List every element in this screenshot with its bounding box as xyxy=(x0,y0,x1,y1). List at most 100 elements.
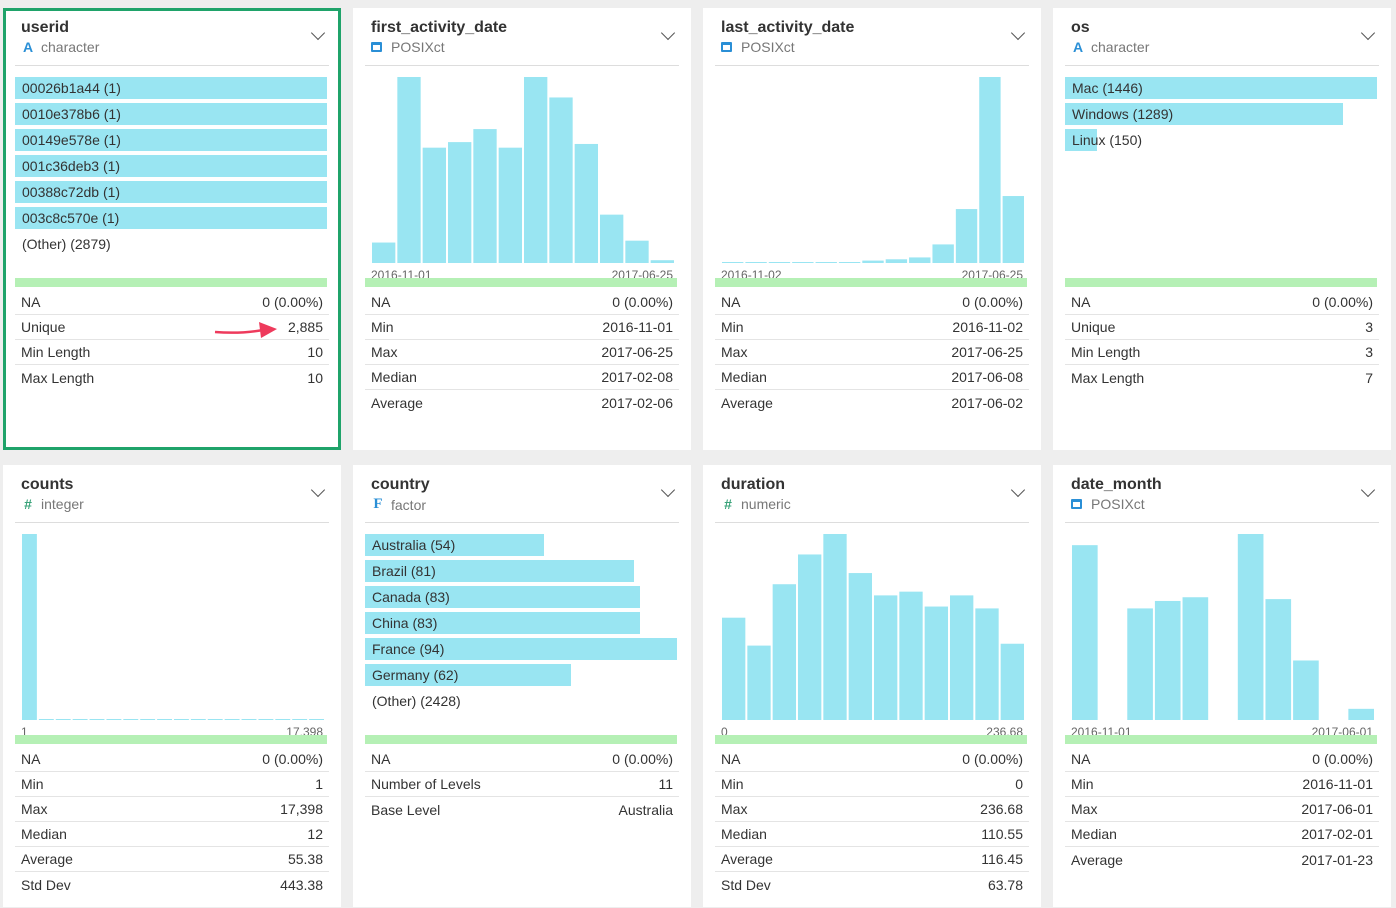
histogram-bar[interactable] xyxy=(955,209,978,263)
list-item[interactable]: Mac (1446) xyxy=(1065,77,1377,99)
histogram-bar[interactable] xyxy=(768,262,791,263)
column-card-counts[interactable]: counts # integer 1 17,398 NA 0 (0.00%) Min 1 Max 1… xyxy=(3,465,341,907)
histogram-bar[interactable] xyxy=(140,719,156,720)
histogram-bar[interactable] xyxy=(823,534,847,720)
list-item[interactable]: Germany (62) xyxy=(365,664,677,686)
list-item[interactable]: 003c8c570e (1) xyxy=(15,207,327,229)
histogram-bar[interactable] xyxy=(190,719,206,720)
column-card-first_activity_date[interactable]: first_activity_date POSIXct 2016-11-01 2017… xyxy=(353,8,691,450)
histogram-bar[interactable] xyxy=(792,262,814,263)
histogram-bar[interactable] xyxy=(123,719,139,720)
histogram-bar[interactable] xyxy=(1127,608,1153,720)
histogram-bar[interactable] xyxy=(815,262,837,263)
list-item[interactable]: China (83) xyxy=(365,612,677,634)
histogram-bar[interactable] xyxy=(1237,534,1264,720)
histogram-bar[interactable] xyxy=(1182,597,1209,720)
histogram-bar[interactable] xyxy=(473,129,497,263)
histogram-bar[interactable] xyxy=(207,719,223,720)
histogram-bar[interactable] xyxy=(1154,600,1181,720)
list-item-label: 00149e578e (1) xyxy=(22,132,121,148)
histogram-bar[interactable] xyxy=(549,97,573,264)
histogram-bar[interactable] xyxy=(174,719,189,720)
histogram-bar[interactable] xyxy=(722,617,746,720)
chevron-down-icon[interactable] xyxy=(310,25,326,41)
list-item[interactable]: 0010e378b6 (1) xyxy=(15,103,327,125)
histogram-bar[interactable] xyxy=(1002,196,1024,263)
stat-label: Max xyxy=(1071,801,1098,817)
histogram-bar[interactable] xyxy=(950,595,974,720)
histogram-bar[interactable] xyxy=(874,595,898,720)
histogram-bar[interactable] xyxy=(772,584,796,720)
chevron-down-icon[interactable] xyxy=(660,25,676,41)
histogram-bar[interactable] xyxy=(862,260,884,263)
histogram-bar[interactable] xyxy=(157,719,172,720)
histogram-bar[interactable] xyxy=(89,719,105,720)
list-item[interactable]: Australia (54) xyxy=(365,534,677,556)
histogram-bar[interactable] xyxy=(292,719,308,720)
histogram-bar[interactable] xyxy=(72,719,88,720)
histogram-bar[interactable] xyxy=(372,242,396,263)
list-item[interactable]: 00149e578e (1) xyxy=(15,129,327,151)
chevron-down-icon[interactable] xyxy=(310,482,326,498)
histogram-bar[interactable] xyxy=(1265,599,1292,720)
stat-label: Average xyxy=(1071,851,1123,868)
histogram-bar[interactable] xyxy=(22,534,37,720)
histogram-bar[interactable] xyxy=(1348,708,1374,720)
histogram-bar[interactable] xyxy=(422,147,446,263)
chevron-down-icon[interactable] xyxy=(1360,482,1376,498)
list-item[interactable]: 001c36deb3 (1) xyxy=(15,155,327,177)
histogram-bar[interactable] xyxy=(448,142,472,263)
histogram-bar[interactable] xyxy=(524,77,548,263)
histogram-bar[interactable] xyxy=(722,262,744,263)
histogram-bar[interactable] xyxy=(650,260,674,263)
histogram-bar[interactable] xyxy=(975,608,999,720)
list-item[interactable]: 00026b1a44 (1) xyxy=(15,77,327,99)
histogram-bar[interactable] xyxy=(258,719,274,720)
histogram-bar[interactable] xyxy=(1293,660,1319,720)
histogram-bar[interactable] xyxy=(798,554,822,720)
header-divider xyxy=(1065,522,1379,523)
histogram-bar[interactable] xyxy=(838,262,861,263)
histogram-bar[interactable] xyxy=(899,591,923,720)
histogram-bar[interactable] xyxy=(909,257,931,263)
histogram-bar[interactable] xyxy=(275,719,291,720)
histogram-bar[interactable] xyxy=(1072,545,1098,720)
histogram-bar[interactable] xyxy=(224,719,240,720)
histogram-bar[interactable] xyxy=(1000,643,1024,720)
histogram-bar[interactable] xyxy=(106,719,122,720)
histogram-bar[interactable] xyxy=(309,719,324,720)
histogram-bar[interactable] xyxy=(745,262,767,263)
chevron-down-icon[interactable] xyxy=(1010,482,1026,498)
column-name: first_activity_date xyxy=(371,19,508,36)
list-item[interactable]: Brazil (81) xyxy=(365,560,677,582)
histogram-bar[interactable] xyxy=(241,719,257,720)
column-card-last_activity_date[interactable]: last_activity_date POSIXct 2016-11-02 2017-… xyxy=(703,8,1041,450)
histogram-bar[interactable] xyxy=(625,240,649,263)
column-card-date_month[interactable]: date_month POSIXct 2016-11-01 2017-06-01 NA 0… xyxy=(1053,465,1391,907)
histogram-bar[interactable] xyxy=(932,244,954,263)
histogram-bar[interactable] xyxy=(848,573,872,720)
chevron-down-icon[interactable] xyxy=(1360,25,1376,41)
chevron-down-icon[interactable] xyxy=(1010,25,1026,41)
histogram-bar[interactable] xyxy=(55,719,71,720)
column-type-label: character xyxy=(41,39,100,55)
chevron-down-icon[interactable] xyxy=(660,482,676,498)
histogram-bar[interactable] xyxy=(924,606,948,720)
histogram-bar[interactable] xyxy=(574,143,598,263)
list-item[interactable]: 00388c72db (1) xyxy=(15,181,327,203)
list-item[interactable]: France (94) xyxy=(365,638,677,660)
histogram-bar[interactable] xyxy=(885,259,908,263)
histogram-bar[interactable] xyxy=(600,214,624,263)
histogram-bar[interactable] xyxy=(397,77,421,263)
histogram-bar[interactable] xyxy=(498,147,522,263)
histogram-bar[interactable] xyxy=(979,77,1001,263)
list-item[interactable]: Windows (1289) xyxy=(1065,103,1377,125)
column-card-duration[interactable]: duration # numeric 0 236.68 NA 0 (0.00%) Min 0 Ma… xyxy=(703,465,1041,907)
list-item[interactable]: Linux (150) xyxy=(1065,129,1377,151)
histogram-bar[interactable] xyxy=(38,719,54,720)
histogram-bar[interactable] xyxy=(747,645,771,720)
list-item[interactable]: Canada (83) xyxy=(365,586,677,608)
